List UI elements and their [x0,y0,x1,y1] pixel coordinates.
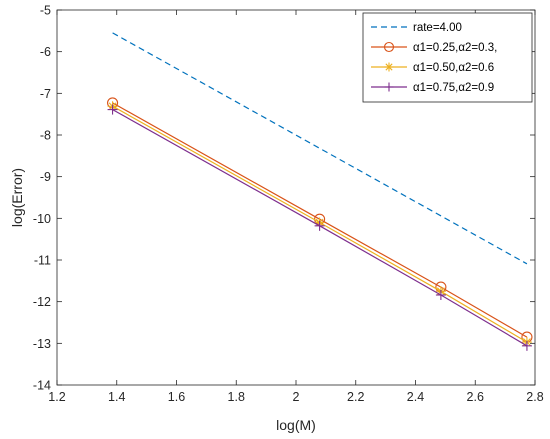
y-tick-label: -5 [40,4,51,18]
legend-label: α1=0.50,α2=0.6 [413,62,494,74]
series-line [112,32,528,265]
y-tick-label: -11 [34,254,51,268]
x-tick-label: 1.4 [108,390,125,404]
y-tick-label: -12 [33,295,51,309]
legend: rate=4.00 α1=0.25,α2=0.3, α1=0.50,α2=0.6 α1… [362,12,533,103]
x-tick-label: 2.2 [347,390,364,404]
x-tick-label: 2.8 [526,390,543,404]
y-tick-label: -9 [40,170,51,184]
legend-entry: α1=0.50,α2=0.6 [371,62,494,74]
axis-ticks: 1.2 1.4 1.6 1.8 2 2.2 2.4 2.6 2.8 -14 -13 -12 -11 -10… [33,4,544,405]
series-line [112,105,528,343]
y-tick-label: -10 [33,212,51,226]
data-point-marker [435,290,446,300]
plot-frame [56,9,536,386]
x-tick-label: 1.6 [168,390,185,404]
series-1 [112,32,528,265]
legend-label: rate=4.00 [413,22,462,34]
x-tick-label: 2.4 [407,390,424,404]
data-point-marker [383,41,395,53]
data-point-marker [521,340,532,351]
series-line [112,102,528,338]
y-tick-label: -6 [40,45,51,59]
y-tick-label: -14 [33,379,51,393]
legend-entries: rate=4.00 α1=0.25,α2=0.3, α1=0.50,α2=0.6 α1… [371,22,497,94]
data-point-marker [384,82,394,92]
x-tick-label: 2.6 [467,390,484,404]
x-tick-label: 1.2 [48,390,65,404]
legend-label: α1=0.25,α2=0.3, [413,42,497,54]
x-axis-title: log(M) [276,417,316,433]
data-point-marker [384,62,394,72]
series-line [112,109,528,347]
x-tick-label: 1.8 [228,390,245,404]
data-point-marker [107,104,118,115]
y-tick-label: -13 [33,337,51,351]
series-layer [107,32,533,351]
legend-label: α1=0.75,α2=0.9 [413,82,494,94]
y-axis-title: log(Error) [9,168,25,227]
y-tick-label: -7 [40,87,51,101]
y-tick-label: -8 [40,129,51,143]
series-4 [107,104,532,351]
legend-entry: α1=0.25,α2=0.3, [371,41,497,54]
legend-entry: rate=4.00 [371,22,462,34]
data-point-marker [314,220,325,231]
x-tick-label: 2 [293,390,300,404]
legend-entry: α1=0.75,α2=0.9 [371,82,494,94]
